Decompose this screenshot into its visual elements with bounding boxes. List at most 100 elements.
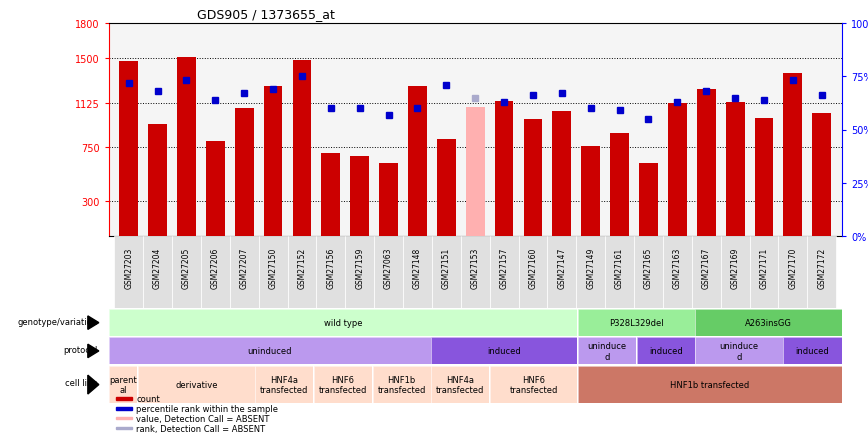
Bar xyxy=(115,417,132,419)
FancyBboxPatch shape xyxy=(461,237,490,308)
FancyBboxPatch shape xyxy=(259,237,287,308)
Bar xyxy=(264,86,282,237)
Bar xyxy=(119,62,138,237)
Text: GSM27156: GSM27156 xyxy=(326,247,335,289)
Bar xyxy=(466,108,484,237)
Text: parent
al: parent al xyxy=(109,375,137,395)
FancyBboxPatch shape xyxy=(576,237,605,308)
Text: GSM27147: GSM27147 xyxy=(557,247,566,289)
Text: GSM27163: GSM27163 xyxy=(673,247,682,289)
Text: A263insGG: A263insGG xyxy=(745,319,792,327)
Text: rank, Detection Call = ABSENT: rank, Detection Call = ABSENT xyxy=(136,424,266,433)
FancyBboxPatch shape xyxy=(634,237,663,308)
Bar xyxy=(437,140,456,237)
Text: GSM27207: GSM27207 xyxy=(240,247,249,289)
FancyBboxPatch shape xyxy=(663,237,692,308)
Text: GSM27152: GSM27152 xyxy=(298,247,306,289)
Text: P328L329del: P328L329del xyxy=(609,319,664,327)
Text: HNF4a
transfected: HNF4a transfected xyxy=(436,375,484,395)
FancyBboxPatch shape xyxy=(692,237,720,308)
FancyBboxPatch shape xyxy=(374,237,403,308)
Bar xyxy=(726,103,745,237)
Text: percentile rank within the sample: percentile rank within the sample xyxy=(136,404,279,413)
Bar xyxy=(408,86,427,237)
Bar xyxy=(784,73,802,237)
Text: GSM27159: GSM27159 xyxy=(355,247,365,289)
Text: GSM27157: GSM27157 xyxy=(500,247,509,289)
FancyBboxPatch shape xyxy=(143,237,172,308)
FancyBboxPatch shape xyxy=(432,237,461,308)
Text: uninduce
d: uninduce d xyxy=(720,342,759,361)
Bar xyxy=(697,90,715,237)
Text: GSM27206: GSM27206 xyxy=(211,247,220,289)
Text: HNF6
transfected: HNF6 transfected xyxy=(510,375,558,395)
Bar xyxy=(235,109,253,237)
FancyBboxPatch shape xyxy=(779,237,807,308)
FancyBboxPatch shape xyxy=(230,237,259,308)
Bar xyxy=(293,60,312,237)
Text: induced: induced xyxy=(488,347,521,355)
Text: GSM27204: GSM27204 xyxy=(153,247,162,289)
FancyBboxPatch shape xyxy=(115,237,143,308)
Text: HNF4a
transfected: HNF4a transfected xyxy=(260,375,308,395)
FancyBboxPatch shape xyxy=(345,237,374,308)
FancyBboxPatch shape xyxy=(317,237,345,308)
Bar xyxy=(115,408,132,410)
Bar xyxy=(177,58,196,237)
Text: GSM27169: GSM27169 xyxy=(731,247,740,289)
Text: GSM27167: GSM27167 xyxy=(701,247,711,289)
Bar xyxy=(351,156,369,237)
FancyBboxPatch shape xyxy=(490,237,518,308)
Bar xyxy=(639,163,658,237)
FancyBboxPatch shape xyxy=(287,237,317,308)
Bar xyxy=(321,154,340,237)
Text: GSM27161: GSM27161 xyxy=(615,247,624,289)
Text: GSM27203: GSM27203 xyxy=(124,247,133,289)
Text: GSM27148: GSM27148 xyxy=(413,247,422,289)
Text: genotype/variation: genotype/variation xyxy=(17,317,98,326)
Bar xyxy=(206,142,225,237)
Bar xyxy=(379,163,398,237)
Text: uninduced: uninduced xyxy=(247,347,292,355)
Text: GSM27153: GSM27153 xyxy=(470,247,480,289)
Text: GSM27160: GSM27160 xyxy=(529,247,537,289)
Bar xyxy=(812,114,832,237)
FancyBboxPatch shape xyxy=(548,237,576,308)
Bar xyxy=(610,134,629,237)
Bar xyxy=(523,119,542,237)
Polygon shape xyxy=(88,344,99,358)
Polygon shape xyxy=(88,375,99,394)
Text: GSM27063: GSM27063 xyxy=(385,247,393,289)
Bar xyxy=(754,118,773,237)
FancyBboxPatch shape xyxy=(201,237,230,308)
Text: GSM27170: GSM27170 xyxy=(788,247,798,289)
FancyBboxPatch shape xyxy=(750,237,779,308)
FancyBboxPatch shape xyxy=(605,237,634,308)
Text: GSM27165: GSM27165 xyxy=(644,247,653,289)
Text: GDS905 / 1373655_at: GDS905 / 1373655_at xyxy=(196,8,334,21)
Text: derivative: derivative xyxy=(175,380,218,389)
Text: GSM27150: GSM27150 xyxy=(268,247,278,289)
Text: HNF6
transfected: HNF6 transfected xyxy=(319,375,367,395)
Bar xyxy=(495,102,514,237)
Text: uninduce
d: uninduce d xyxy=(588,342,627,361)
FancyBboxPatch shape xyxy=(720,237,750,308)
Text: protocol: protocol xyxy=(63,345,98,354)
Text: wild type: wild type xyxy=(324,319,362,327)
Text: GSM27205: GSM27205 xyxy=(182,247,191,289)
Bar xyxy=(148,124,167,237)
FancyBboxPatch shape xyxy=(403,237,432,308)
Bar xyxy=(115,427,132,429)
Text: induced: induced xyxy=(796,347,829,355)
Text: induced: induced xyxy=(649,347,682,355)
Bar xyxy=(668,104,687,237)
Text: count: count xyxy=(136,394,160,403)
Text: HNF1b
transfected: HNF1b transfected xyxy=(378,375,426,395)
Text: cell line: cell line xyxy=(65,378,98,387)
Text: value, Detection Call = ABSENT: value, Detection Call = ABSENT xyxy=(136,414,270,423)
Bar xyxy=(552,111,571,237)
Bar xyxy=(582,147,600,237)
Text: HNF1b transfected: HNF1b transfected xyxy=(670,380,749,389)
FancyBboxPatch shape xyxy=(518,237,548,308)
Polygon shape xyxy=(88,316,99,330)
